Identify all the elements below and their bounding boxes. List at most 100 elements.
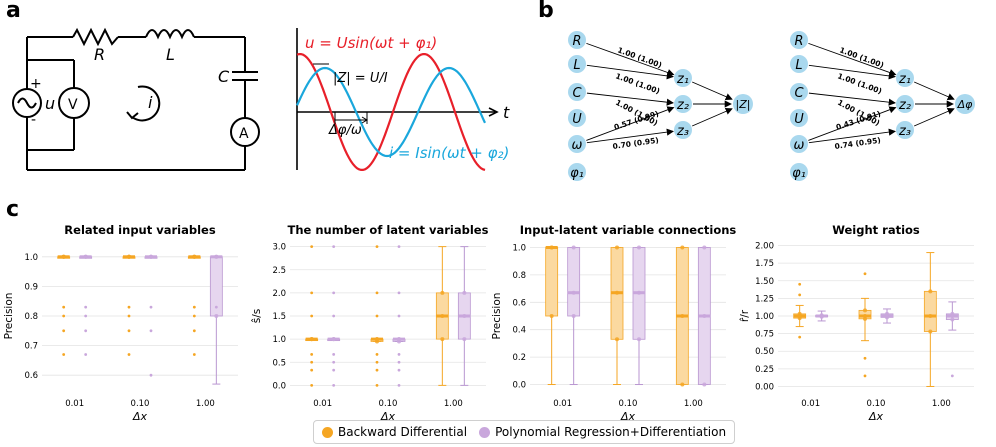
- panel-label-a: a: [6, 0, 21, 23]
- outlier-point: [127, 305, 131, 309]
- voltage-label: u: [45, 94, 55, 113]
- x-tick-label: 0.10: [619, 399, 638, 409]
- y-tick-label: 0.0: [512, 381, 526, 391]
- y-tick-label: 0.00: [755, 382, 774, 392]
- y-axis-label: ŝ/s: [251, 309, 263, 323]
- data-point: [462, 314, 467, 318]
- data-point: [615, 337, 619, 342]
- graph-edge: [913, 81, 955, 101]
- input-node-label: φ₁: [792, 166, 806, 181]
- outlier-point: [127, 314, 131, 318]
- graph-edge: [913, 107, 955, 127]
- y-tick-label: 2.0: [272, 289, 286, 299]
- voltage-wave: [296, 53, 486, 171]
- chart-panel: Weight ratios 0.00 0.25 0.50 0.75 1.00 1.25 1.5…: [739, 223, 974, 420]
- x-tick-label: 1.00: [444, 399, 463, 409]
- data-point: [440, 290, 445, 295]
- latent-node-label: z₁: [898, 72, 911, 87]
- y-tick-label: 0.5: [272, 358, 286, 368]
- outlier-point: [332, 383, 336, 387]
- network-graphs: 1.00 (1.00)1.00 (1.00)1.00 (1.00)0.57 (0…: [568, 31, 975, 181]
- box-plot-charts: Related input variables 0.6 0.7 0.8 0.9 1.0 Pr…: [3, 223, 974, 420]
- y-tick-label: 2.00: [755, 242, 774, 252]
- outlier-point: [397, 314, 401, 318]
- data-point: [440, 314, 445, 318]
- input-node: [790, 163, 808, 181]
- graph-edge: [586, 64, 674, 80]
- data-point: [309, 337, 314, 342]
- x-tick-label: 1.00: [684, 399, 703, 409]
- x-axis-label: Δx: [380, 410, 396, 420]
- edge-weight-label: 1.00 (1.00): [838, 45, 885, 69]
- inductor-symbol: [145, 29, 195, 40]
- outlier-point: [84, 329, 88, 333]
- outlier-point: [84, 305, 88, 309]
- data-point: [615, 245, 619, 250]
- ammeter-label: A: [239, 126, 249, 142]
- voltage-equation: u = Usin(ωt + φ₁): [305, 34, 437, 52]
- data-point: [928, 329, 933, 334]
- input-node: [790, 83, 808, 101]
- x-tick-label: 0.01: [313, 399, 332, 409]
- outlier-point: [798, 335, 802, 339]
- chart-title: The number of latent variables: [288, 223, 489, 237]
- input-node-label: ω: [572, 138, 583, 153]
- minus-sign: -: [31, 112, 36, 128]
- voltmeter-label: V: [68, 97, 78, 113]
- y-tick-label: 1.0: [24, 253, 38, 263]
- y-tick-label: 0.0: [272, 381, 286, 391]
- data-point: [462, 337, 467, 342]
- chart-panel: The number of latent variables 0.0 0.5 1.0 1…: [251, 223, 489, 420]
- x-axis-label: Δx: [620, 410, 636, 420]
- data-point: [549, 314, 554, 318]
- data-point: [83, 254, 88, 259]
- graph-edge: [808, 64, 896, 80]
- outlier-point: [149, 373, 153, 377]
- input-node: [568, 109, 586, 127]
- outlier-point: [62, 305, 66, 309]
- capacitor-label: C: [218, 67, 230, 86]
- edge-weight-label: 0.74 (0.95): [834, 136, 881, 151]
- data-point: [637, 337, 641, 342]
- output-node: [733, 94, 753, 114]
- outlier-point: [149, 329, 153, 333]
- graph-edge: [586, 106, 675, 141]
- outlier-point: [950, 374, 954, 378]
- outlier-point: [149, 305, 153, 309]
- outlier-point: [310, 352, 314, 356]
- data-point: [819, 313, 824, 318]
- data-point: [149, 254, 153, 259]
- voltmeter-circle: [58, 87, 90, 119]
- data-point: [331, 337, 336, 342]
- x-axis-label: Δx: [132, 410, 148, 420]
- x-tick-label: 0.10: [867, 399, 886, 409]
- latent-node-label: z₁: [676, 72, 689, 87]
- data-point: [615, 290, 619, 295]
- outlier-point: [310, 291, 314, 295]
- outlier-point: [863, 356, 867, 360]
- input-node: [568, 31, 586, 49]
- inductor-label: L: [166, 45, 175, 64]
- phase-shift-label: Δφ/ω: [328, 123, 362, 138]
- y-tick-label: 1.25: [755, 294, 774, 304]
- y-tick-label: 0.8: [512, 271, 526, 281]
- outlier-point: [375, 368, 379, 372]
- y-axis-label: r̂/r: [739, 309, 751, 322]
- data-point: [192, 254, 197, 259]
- latent-node: [674, 95, 692, 113]
- x-tick-label: 0.10: [131, 399, 150, 409]
- outlier-point: [397, 368, 401, 372]
- panel-label-b: b: [538, 0, 554, 23]
- outlier-point: [332, 314, 336, 318]
- outlier-point: [310, 360, 314, 364]
- input-node: [790, 55, 808, 73]
- input-node-label: φ₁: [570, 166, 584, 181]
- resistor-label: R: [94, 45, 105, 64]
- latent-node-label: z₂: [676, 98, 689, 113]
- outlier-point: [863, 374, 867, 378]
- data-point: [950, 317, 955, 322]
- outlier-point: [375, 291, 379, 295]
- impedance-equation: |Z| = U/I: [333, 71, 388, 86]
- output-node-label: |Z|: [736, 98, 751, 111]
- input-node: [568, 163, 586, 181]
